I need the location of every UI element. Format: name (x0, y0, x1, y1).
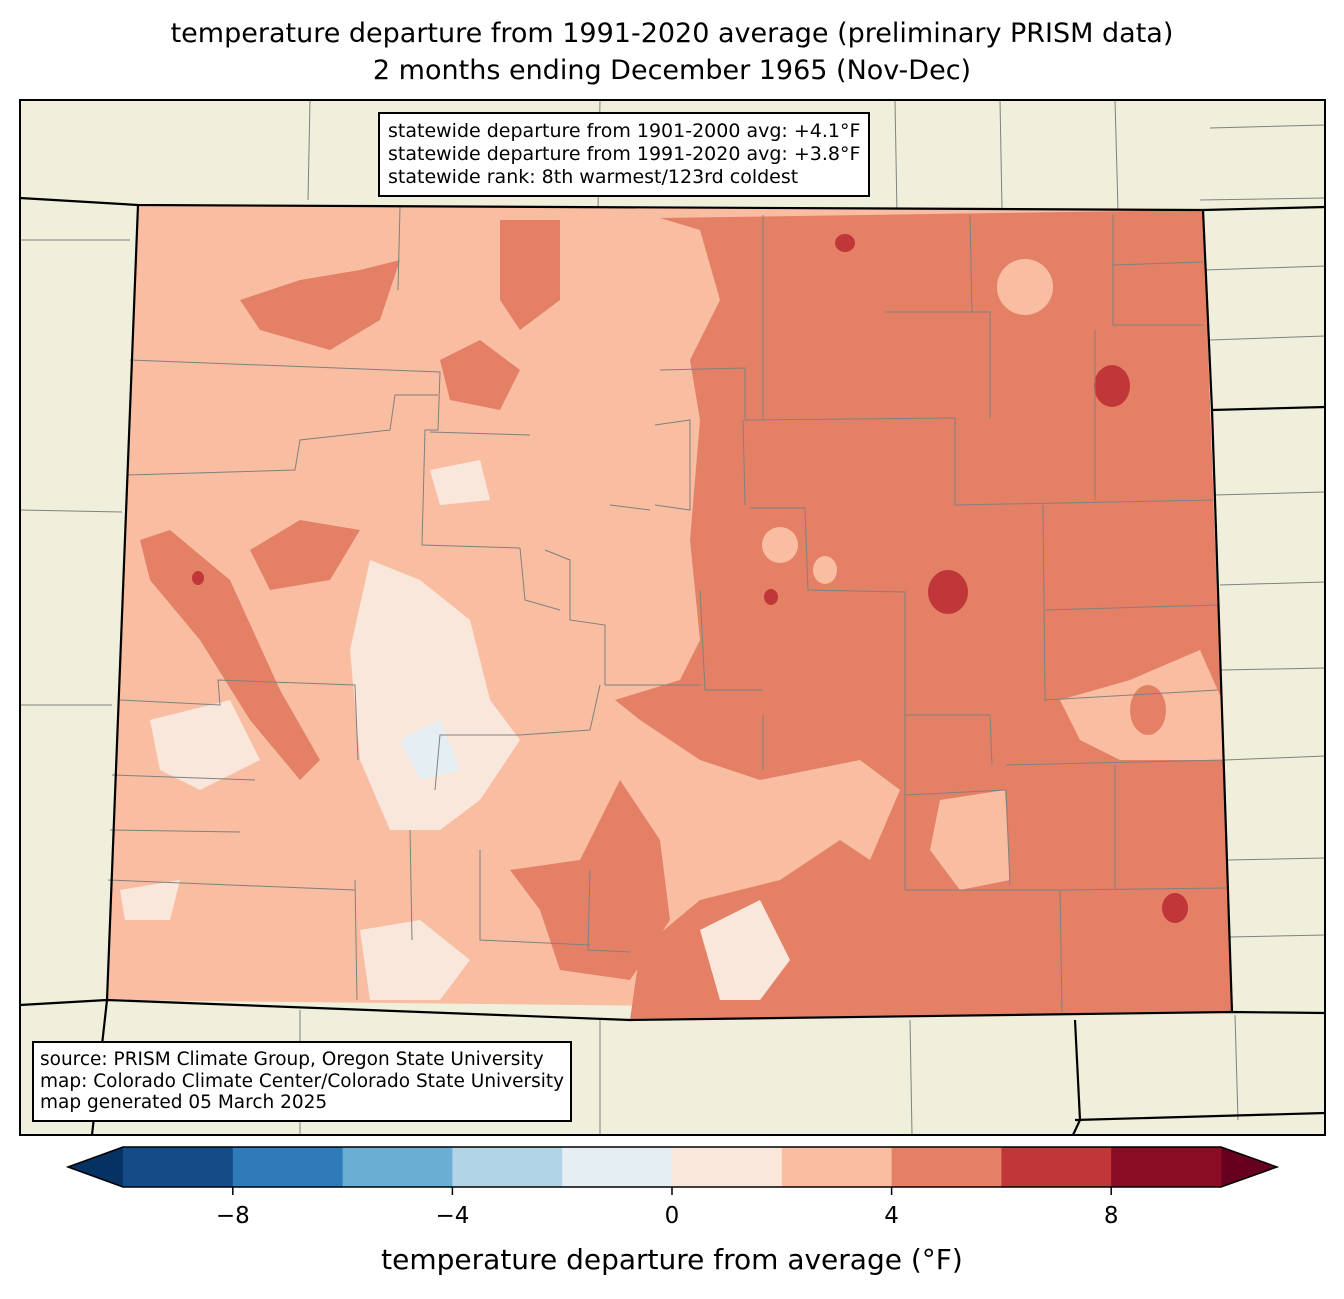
colorbar-bin (1111, 1147, 1222, 1187)
map-credit-line: map: Colorado Climate Center/Colorado St… (40, 1070, 565, 1092)
stat-departure-1991-2020: statewide departure from 1991-2020 avg: … (388, 143, 861, 165)
colorbar-tick-label: 0 (664, 1203, 680, 1229)
colorbar-bin (1001, 1147, 1112, 1187)
neighbor-county-lines (19, 99, 1326, 1136)
stat-departure-1901-2000: statewide departure from 1901-2000 avg: … (388, 120, 861, 142)
warm-anomaly-regions (140, 210, 1232, 1020)
colorbar-bin (781, 1147, 893, 1187)
colorbar-tick-label: 4 (884, 1203, 899, 1229)
stat-rank: statewide rank: 8th warmest/123rd coldes… (388, 166, 799, 188)
colorbar-bin (232, 1147, 344, 1187)
map-subtitle: 2 months ending December 1965 (Nov-Dec) (372, 55, 972, 86)
colorbar-tick-label: −8 (215, 1203, 250, 1229)
hot-spots (192, 234, 1188, 923)
colorbar-under-extension (68, 1147, 123, 1187)
colorbar-tick-label: −4 (435, 1203, 470, 1229)
county-lines (107, 206, 1227, 1013)
colorbar-bin (342, 1147, 453, 1187)
generated-date-line: map generated 05 March 2025 (40, 1092, 328, 1113)
source-line: source: PRISM Climate Group, Oregon Stat… (40, 1049, 544, 1070)
colorbar-label: temperature departure from average (°F) (381, 1243, 963, 1276)
colorbar (65, 1146, 1280, 1195)
colorbar-bin (672, 1147, 783, 1187)
colorbar-over-extension (1221, 1147, 1277, 1187)
statewide-stats-box: statewide departure from 1901-2000 avg: … (378, 112, 871, 197)
colorbar-bin (562, 1147, 673, 1187)
map-title: temperature departure from 1991-2020 ave… (170, 18, 1174, 49)
colorbar-bin (891, 1147, 1002, 1187)
colorbar-bin (452, 1147, 563, 1187)
cool-anomaly-regions (120, 460, 790, 1000)
colorbar-tick-label: 8 (1103, 1203, 1119, 1229)
colorbar-bin (123, 1147, 234, 1187)
colorbar-outline (65, 1146, 1280, 1188)
source-box: source: PRISM Climate Group, Oregon Stat… (32, 1041, 573, 1122)
map-frame (19, 99, 1326, 1136)
